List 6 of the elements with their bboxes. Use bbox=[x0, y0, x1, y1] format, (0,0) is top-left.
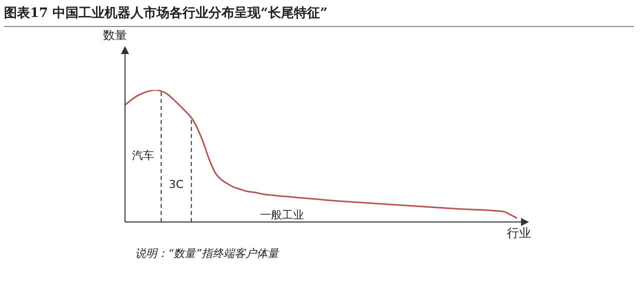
chart-title: 图表17 中国工业机器人市场各行业分布呈现“长尾特征” bbox=[4, 4, 634, 27]
x-axis-title: 行业 bbox=[507, 226, 531, 240]
annotation: 汽车 bbox=[132, 148, 154, 162]
annotation: 一般工业 bbox=[260, 208, 304, 222]
text: 说明：“数量”指终端客户体量 bbox=[135, 246, 280, 260]
annotation: 3C bbox=[168, 178, 184, 191]
